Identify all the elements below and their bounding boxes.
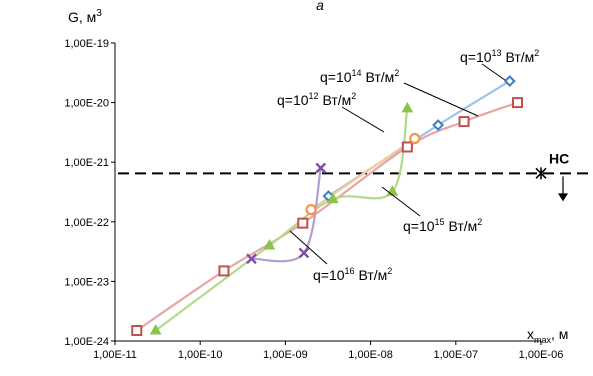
x-tick-label: 1,00E-11 [93, 349, 137, 361]
annotation-q12-suffix: Вт/м [319, 92, 352, 108]
y-tick-label: 1,00E-19 [64, 38, 109, 50]
data-point-square [458, 116, 470, 128]
annotation-q14-exp2: 2 [394, 68, 399, 78]
y-axis-title: G, м3 [68, 8, 102, 25]
y-tick-label: 1,00E-24 [64, 336, 109, 348]
threshold-label: НС [549, 150, 569, 166]
annotation-q15-exp: 15 [435, 217, 445, 227]
x-axis-title-unit: , м [551, 326, 568, 342]
y-ticks: 1,00E-19 1,00E-20 1,00E-21 1,00E-22 1,00E-23… [64, 38, 115, 348]
y-tick-label: 1,00E-22 [64, 217, 109, 229]
annotation-q15: q=1015 Вт/м2 [403, 217, 482, 234]
annotation-q14-suffix: Вт/м [362, 69, 395, 85]
annotation-q16: q=1016 Вт/м2 [313, 266, 392, 283]
annotation-q14-exp: 14 [352, 68, 362, 78]
x-tick-label: 1,00E-07 [433, 349, 478, 361]
threshold-arrow-head [558, 193, 568, 202]
annotation-q16-exp2: 2 [387, 266, 392, 276]
x-axis-title-sub: max [534, 335, 552, 345]
axes [114, 43, 541, 342]
annotation-q14-prefix: q=10 [320, 69, 352, 85]
annotation-q13-exp2: 2 [534, 48, 539, 58]
leader-q14 [403, 82, 479, 117]
annotation-q15-exp2: 2 [477, 217, 482, 227]
annotation-q12-prefix: q=10 [277, 92, 309, 108]
annotation-q16-exp: 16 [345, 266, 355, 276]
leader-q12 [341, 106, 385, 133]
annotation-q14: q=1014 Вт/м2 [320, 68, 399, 85]
annotation-q13: q=1013 Вт/м2 [460, 48, 539, 65]
data-point-x [315, 162, 327, 174]
annotation-q12-exp2: 2 [351, 91, 356, 101]
x-tick-label: 1,00E-06 [519, 349, 564, 361]
data-point-x [298, 247, 310, 259]
data-point-circle [305, 204, 317, 216]
panel-label: a [316, 0, 324, 13]
data-point-square [131, 325, 143, 337]
x-tick-label: 1,00E-08 [348, 349, 393, 361]
series-line-triangle [154, 108, 409, 332]
y-tick-label: 1,00E-21 [64, 157, 109, 169]
data-point-triangle [149, 323, 162, 335]
series-markers [131, 75, 524, 337]
data-point-square [512, 97, 524, 109]
data-point-triangle [326, 192, 339, 204]
annotation-q16-suffix: Вт/м [355, 267, 388, 283]
x-tick-label: 1,00E-09 [263, 349, 308, 361]
annotation-q13-prefix: q=10 [460, 49, 492, 65]
data-point-triangle [263, 238, 276, 250]
annotation-leaders [289, 63, 506, 265]
annotation-q13-exp: 13 [492, 48, 502, 58]
annotation-q12: q=1012 Вт/м2 [277, 91, 356, 108]
y-tick-label: 1,00E-23 [64, 276, 109, 288]
data-point-triangle [401, 101, 414, 113]
leader-q13 [481, 63, 506, 81]
data-point-diamond [503, 75, 516, 87]
data-point-x [246, 253, 257, 265]
x-ticks: 1,00E-11 1,00E-10 1,00E-09 1,00E-08 1,00E-07… [93, 341, 563, 361]
annotation-q16-prefix: q=10 [313, 267, 345, 283]
data-point-square [218, 265, 230, 277]
annotation-q13-suffix: Вт/м [502, 49, 535, 65]
y-axis-title-text: G, м [68, 9, 96, 25]
x-tick-label: 1,00E-10 [178, 349, 223, 361]
annotation-q12-exp: 12 [309, 91, 319, 101]
x-axis-title-main: x [527, 326, 534, 342]
threshold-line-group: НС [118, 150, 588, 202]
y-tick-label: 1,00E-20 [64, 98, 109, 110]
y-axis-title-sup: 3 [96, 8, 102, 19]
data-point-square [401, 141, 413, 153]
leader-q15 [381, 186, 421, 217]
series-line-square [136, 101, 518, 332]
data-point-square [297, 217, 309, 229]
annotations: q=1014 Вт/м2 q=1013 Вт/м2 q=1012 Вт/м2 q… [277, 48, 539, 283]
annotation-q15-prefix: q=10 [403, 218, 435, 234]
data-point-diamond [432, 119, 445, 131]
data-point-circle [409, 132, 421, 145]
annotation-q15-suffix: Вт/м [445, 218, 478, 234]
leader-q16 [289, 230, 328, 265]
x-axis-title: xmax, м [527, 326, 568, 345]
